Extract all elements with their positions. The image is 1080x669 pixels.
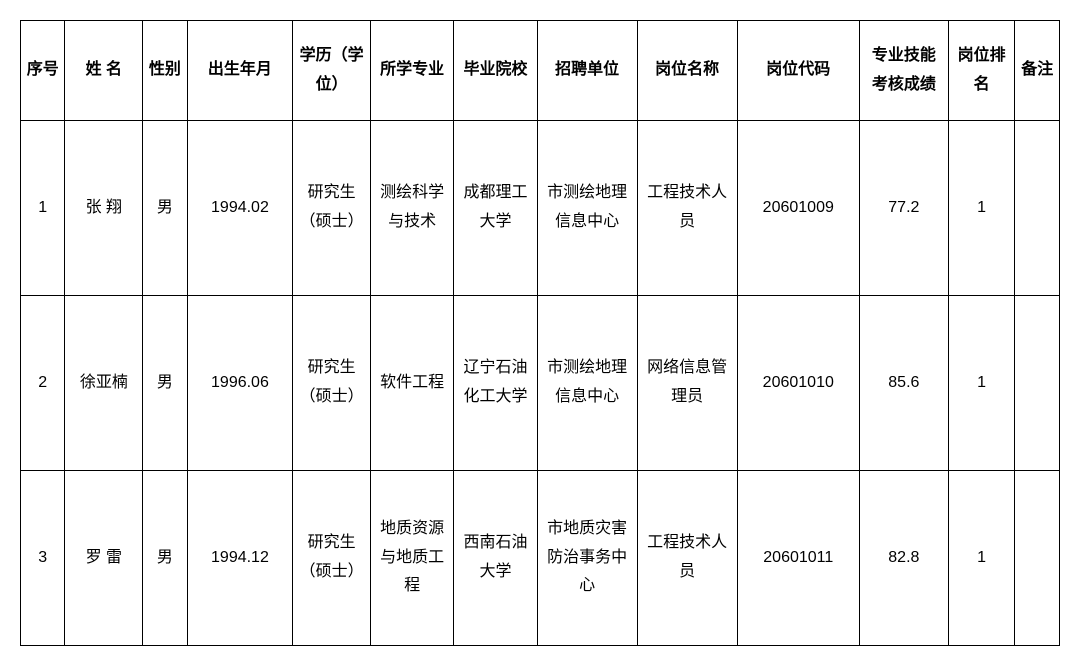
header-edu: 学历（学位） — [293, 21, 371, 121]
cell-remark — [1015, 121, 1060, 296]
cell-rank: 1 — [948, 296, 1015, 471]
cell-rank: 1 — [948, 471, 1015, 646]
header-employer: 招聘单位 — [537, 21, 637, 121]
cell-edu: 研究生（硕士） — [293, 296, 371, 471]
cell-seq: 3 — [21, 471, 65, 646]
cell-birth: 1994.12 — [187, 471, 293, 646]
header-remark: 备注 — [1015, 21, 1060, 121]
cell-gender: 男 — [143, 296, 187, 471]
cell-employer: 市测绘地理信息中心 — [537, 121, 637, 296]
cell-position: 工程技术人员 — [637, 471, 737, 646]
cell-major: 测绘科学与技术 — [371, 121, 454, 296]
recruitment-table: 序号 姓 名 性别 出生年月 学历（学位） 所学专业 毕业院校 招聘单位 岗位名… — [20, 20, 1060, 646]
cell-position: 工程技术人员 — [637, 121, 737, 296]
header-name: 姓 名 — [65, 21, 143, 121]
cell-position: 网络信息管理员 — [637, 296, 737, 471]
table-row: 3 罗 雷 男 1994.12 研究生（硕士） 地质资源与地质工程 西南石油大学… — [21, 471, 1060, 646]
cell-remark — [1015, 471, 1060, 646]
cell-edu: 研究生（硕士） — [293, 121, 371, 296]
header-code: 岗位代码 — [737, 21, 859, 121]
cell-score: 85.6 — [859, 296, 948, 471]
header-school: 毕业院校 — [454, 21, 537, 121]
cell-score: 82.8 — [859, 471, 948, 646]
cell-code: 20601009 — [737, 121, 859, 296]
header-gender: 性别 — [143, 21, 187, 121]
table-row: 1 张 翔 男 1994.02 研究生（硕士） 测绘科学与技术 成都理工大学 市… — [21, 121, 1060, 296]
cell-employer: 市地质灾害防治事务中心 — [537, 471, 637, 646]
cell-employer: 市测绘地理信息中心 — [537, 296, 637, 471]
cell-gender: 男 — [143, 121, 187, 296]
cell-rank: 1 — [948, 121, 1015, 296]
cell-score: 77.2 — [859, 121, 948, 296]
cell-school: 辽宁石油化工大学 — [454, 296, 537, 471]
cell-birth: 1994.02 — [187, 121, 293, 296]
cell-name: 罗 雷 — [65, 471, 143, 646]
cell-code: 20601011 — [737, 471, 859, 646]
cell-major: 软件工程 — [371, 296, 454, 471]
table-row: 2 徐亚楠 男 1996.06 研究生（硕士） 软件工程 辽宁石油化工大学 市测… — [21, 296, 1060, 471]
cell-birth: 1996.06 — [187, 296, 293, 471]
cell-seq: 1 — [21, 121, 65, 296]
cell-remark — [1015, 296, 1060, 471]
header-rank: 岗位排名 — [948, 21, 1015, 121]
table-body: 1 张 翔 男 1994.02 研究生（硕士） 测绘科学与技术 成都理工大学 市… — [21, 121, 1060, 646]
table-header-row: 序号 姓 名 性别 出生年月 学历（学位） 所学专业 毕业院校 招聘单位 岗位名… — [21, 21, 1060, 121]
cell-name: 张 翔 — [65, 121, 143, 296]
header-position: 岗位名称 — [637, 21, 737, 121]
cell-school: 成都理工大学 — [454, 121, 537, 296]
cell-edu: 研究生（硕士） — [293, 471, 371, 646]
cell-major: 地质资源与地质工程 — [371, 471, 454, 646]
cell-code: 20601010 — [737, 296, 859, 471]
cell-name: 徐亚楠 — [65, 296, 143, 471]
header-birth: 出生年月 — [187, 21, 293, 121]
header-seq: 序号 — [21, 21, 65, 121]
cell-seq: 2 — [21, 296, 65, 471]
cell-gender: 男 — [143, 471, 187, 646]
header-score: 专业技能考核成绩 — [859, 21, 948, 121]
header-major: 所学专业 — [371, 21, 454, 121]
cell-school: 西南石油大学 — [454, 471, 537, 646]
